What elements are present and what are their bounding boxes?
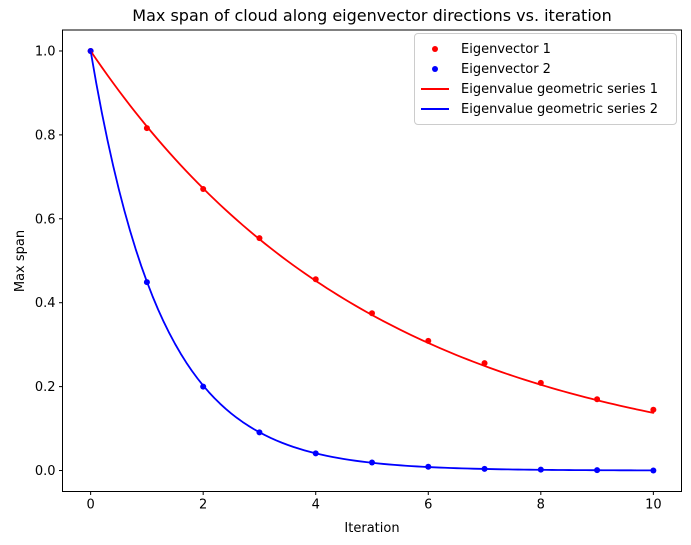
x-tick-label: 6 (424, 498, 432, 513)
plot-series (87, 47, 657, 474)
series-eigenvalue-geometric-series-1 (89, 50, 655, 414)
x-tick-label: 0 (86, 498, 94, 513)
curve-eigenvalue-geometric-series-2 (89, 50, 655, 472)
dot-glyph (432, 66, 438, 72)
legend-label: Eigenvalue geometric series 1 (461, 81, 659, 97)
data-point-eigenvector-1 (650, 406, 657, 413)
x-tick-label: 10 (645, 498, 662, 513)
y-axis-label: Max span (13, 230, 28, 292)
line-marker-icon-eigenvalue-geometric-series-1 (421, 88, 449, 90)
x-tick-label: 4 (312, 498, 320, 513)
legend: Eigenvector 1 Eigenvector 2 Eigenvalue geo… (414, 33, 677, 125)
dot-marker-icon-eigenvector-1 (421, 46, 449, 52)
dot-marker-icon-eigenvector-2 (421, 66, 449, 72)
legend-item-eigenvalue-geometric-series-1: Eigenvalue geometric series 1 (421, 79, 670, 99)
line-marker-icon-eigenvalue-geometric-series-2 (421, 108, 449, 110)
legend-label: Eigenvector 2 (461, 61, 551, 77)
y-tick-label: 0.2 (35, 380, 56, 395)
x-tick-label: 8 (537, 498, 545, 513)
legend-item-eigenvector-1: Eigenvector 1 (421, 39, 670, 59)
dot-glyph (432, 46, 438, 52)
curve-eigenvalue-geometric-series-1 (89, 50, 655, 414)
line-glyph (421, 88, 449, 90)
axes: 0 2 4 6 8 10 0.0 0.2 0.4 0.6 0.8 1.0 (35, 29, 682, 513)
x-axis-label: Iteration (344, 521, 399, 536)
y-tick-label: 1.0 (35, 44, 56, 59)
line-glyph (421, 108, 449, 110)
series-eigenvalue-geometric-series-2 (89, 50, 655, 472)
x-tick-label: 2 (199, 498, 207, 513)
axes-spines (62, 29, 682, 492)
y-tick-label: 0.8 (35, 128, 56, 143)
legend-item-eigenvector-2: Eigenvector 2 (421, 59, 670, 79)
y-tick-label: 0.0 (35, 464, 56, 479)
legend-label: Eigenvector 1 (461, 41, 551, 57)
y-tick-label: 0.6 (35, 212, 56, 227)
legend-label: Eigenvalue geometric series 2 (461, 101, 659, 117)
y-tick-label: 0.4 (35, 296, 56, 311)
legend-item-eigenvalue-geometric-series-2: Eigenvalue geometric series 2 (421, 99, 670, 119)
chart-title: Max span of cloud along eigenvector dire… (132, 6, 611, 25)
